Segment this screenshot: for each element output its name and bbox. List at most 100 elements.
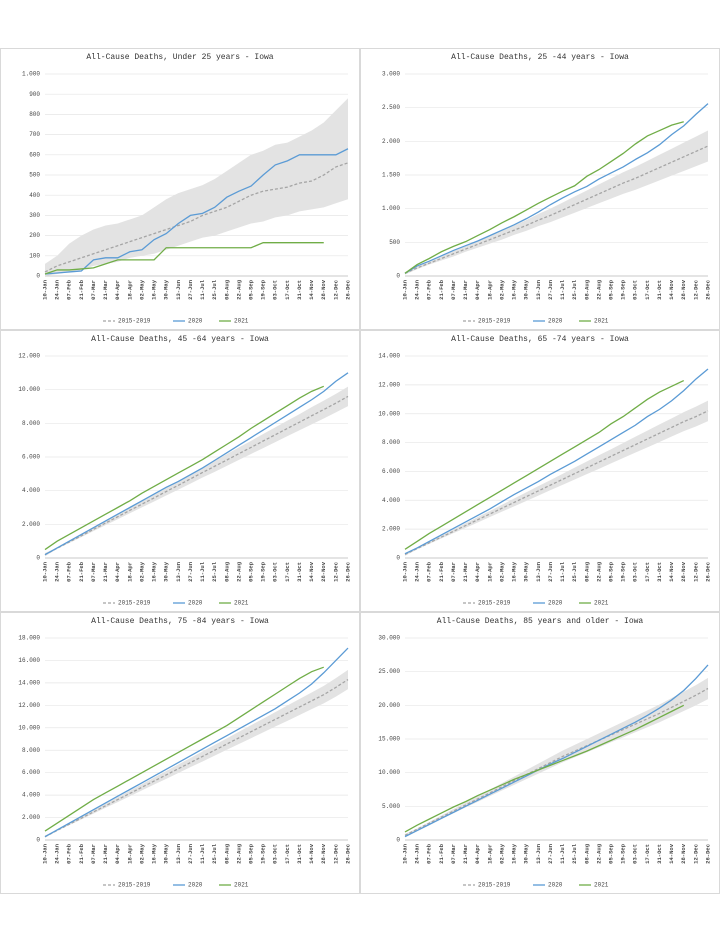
- range-band: [405, 400, 708, 556]
- x-tick-label: 21-Feb: [438, 561, 445, 582]
- x-tick-label: 17-Oct: [644, 280, 651, 300]
- chart-panel: All-Cause Deaths, 75 -84 years - Iowa 0 2.…: [0, 612, 360, 894]
- series-line: [404, 704, 685, 833]
- x-tick-label: 14-Nov: [668, 561, 675, 582]
- y-tick-label: 4.000: [22, 792, 40, 799]
- x-tick-label: 31-Oct: [296, 562, 303, 582]
- x-tick-label: 10-Jan: [401, 280, 408, 300]
- series-line: [44, 666, 324, 832]
- x-tick-label: 18-Apr: [126, 844, 133, 864]
- x-tick-label: 16-May: [151, 843, 158, 864]
- legend-label: 2020: [188, 882, 203, 889]
- x-tick-label: 18-Apr: [486, 844, 493, 864]
- series-line: [44, 148, 349, 275]
- x-tick-label: 04-Apr: [474, 844, 481, 864]
- x-tick-label: 25-Jul: [211, 561, 218, 582]
- series-line: [44, 242, 324, 275]
- x-tick-label: 18-Apr: [486, 562, 493, 582]
- x-tick-label: 11-Jul: [559, 561, 566, 582]
- y-tick-label: 4.000: [382, 497, 400, 504]
- x-tick-label: 30-May: [523, 561, 530, 582]
- x-tick-label: 25-Jul: [571, 279, 578, 300]
- x-tick-label: 13-Jun: [535, 280, 542, 300]
- x-tick-label: 25-Jul: [571, 843, 578, 864]
- legend-label: 2015-2019: [478, 318, 511, 325]
- x-tick-label: 22-Aug: [595, 844, 602, 864]
- range-band: [45, 669, 348, 838]
- y-tick-label: 2.000: [22, 521, 40, 528]
- x-tick-label: 07-Feb: [426, 279, 433, 300]
- panel-border: [360, 48, 720, 330]
- y-tick-label: 6.000: [22, 454, 40, 461]
- y-tick-label: 4.000: [22, 487, 40, 494]
- x-tick-label: 13-Jun: [175, 844, 182, 864]
- chart-title: All-Cause Deaths, 65 -74 years - Iowa: [451, 335, 629, 344]
- x-tick-label: 28-Nov: [320, 843, 327, 864]
- y-tick-label: 400: [29, 192, 40, 199]
- x-tick-label: 25-Jul: [211, 843, 218, 864]
- x-tick-label: 21-Mar: [462, 844, 469, 864]
- x-tick-label: 12-Dec: [332, 844, 339, 864]
- x-tick-label: 31-Oct: [296, 280, 303, 300]
- x-tick-label: 27-Jun: [187, 562, 194, 582]
- x-tick-label: 07-Mar: [450, 844, 457, 864]
- x-tick-label: 28-Nov: [680, 279, 687, 300]
- x-tick-label: 03-Oct: [272, 844, 279, 864]
- y-tick-label: 200: [29, 232, 40, 239]
- x-tick-label: 10-Jan: [41, 280, 48, 300]
- y-tick-label: 6.000: [382, 468, 400, 475]
- x-tick-label: 12-Dec: [692, 562, 699, 582]
- y-tick-label: 900: [29, 91, 40, 98]
- y-tick-label: 12.000: [18, 353, 40, 360]
- chart-title: All-Cause Deaths, 85 years and older - I…: [437, 617, 644, 626]
- y-tick-label: 2.000: [22, 814, 40, 821]
- y-tick-label: 10.000: [18, 386, 40, 393]
- y-tick-label: 0: [36, 837, 40, 844]
- y-tick-label: 0: [396, 555, 400, 562]
- x-tick-label: 17-Oct: [284, 280, 291, 300]
- x-tick-label: 18-Apr: [486, 280, 493, 300]
- x-tick-label: 14-Nov: [308, 561, 315, 582]
- y-tick-label: 10.000: [378, 769, 400, 776]
- legend-label: 2015-2019: [478, 600, 511, 607]
- x-tick-label: 10-Jan: [401, 562, 408, 582]
- y-tick-label: 600: [29, 151, 40, 158]
- series-line: [404, 410, 709, 555]
- panel-border: [0, 330, 360, 612]
- x-tick-label: 25-Jul: [571, 561, 578, 582]
- y-tick-label: 2.500: [382, 104, 400, 111]
- x-tick-label: 13-Jun: [175, 562, 182, 582]
- x-tick-label: 28-Nov: [680, 843, 687, 864]
- x-tick-label: 13-Jun: [535, 844, 542, 864]
- x-tick-label: 21-Feb: [438, 843, 445, 864]
- x-tick-label: 16-May: [151, 561, 158, 582]
- x-tick-label: 30-May: [163, 561, 170, 582]
- x-tick-label: 21-Feb: [438, 279, 445, 300]
- x-tick-label: 31-Oct: [656, 280, 663, 300]
- x-tick-label: 03-Oct: [272, 562, 279, 582]
- x-tick-label: 19-Sep: [620, 561, 627, 582]
- series-line: [44, 162, 349, 273]
- x-tick-label: 04-Apr: [114, 844, 121, 864]
- x-tick-label: 21-Mar: [462, 280, 469, 300]
- y-tick-label: 700: [29, 131, 40, 138]
- legend-label: 2020: [548, 318, 563, 325]
- y-tick-label: 15.000: [378, 736, 400, 743]
- y-tick-label: 300: [29, 212, 40, 219]
- series-line: [404, 379, 685, 550]
- x-tick-label: 22-Aug: [235, 844, 242, 864]
- x-tick-label: 04-Apr: [474, 562, 481, 582]
- x-tick-label: 05-Sep: [607, 843, 614, 864]
- x-tick-label: 07-Feb: [426, 843, 433, 864]
- y-tick-label: 14.000: [18, 679, 40, 686]
- chart-panel: All-Cause Deaths, 65 -74 years - Iowa 0 2.…: [360, 330, 720, 612]
- y-tick-label: 10.000: [378, 410, 400, 417]
- x-tick-label: 11-Jul: [559, 843, 566, 864]
- y-tick-label: 8.000: [22, 747, 40, 754]
- x-tick-label: 26-Dec: [704, 280, 711, 300]
- series-line: [44, 678, 349, 838]
- x-tick-label: 26-Dec: [344, 280, 351, 300]
- x-tick-label: 21-Mar: [102, 280, 109, 300]
- x-tick-label: 08-Aug: [583, 844, 590, 864]
- legend-label: 2015-2019: [118, 318, 151, 325]
